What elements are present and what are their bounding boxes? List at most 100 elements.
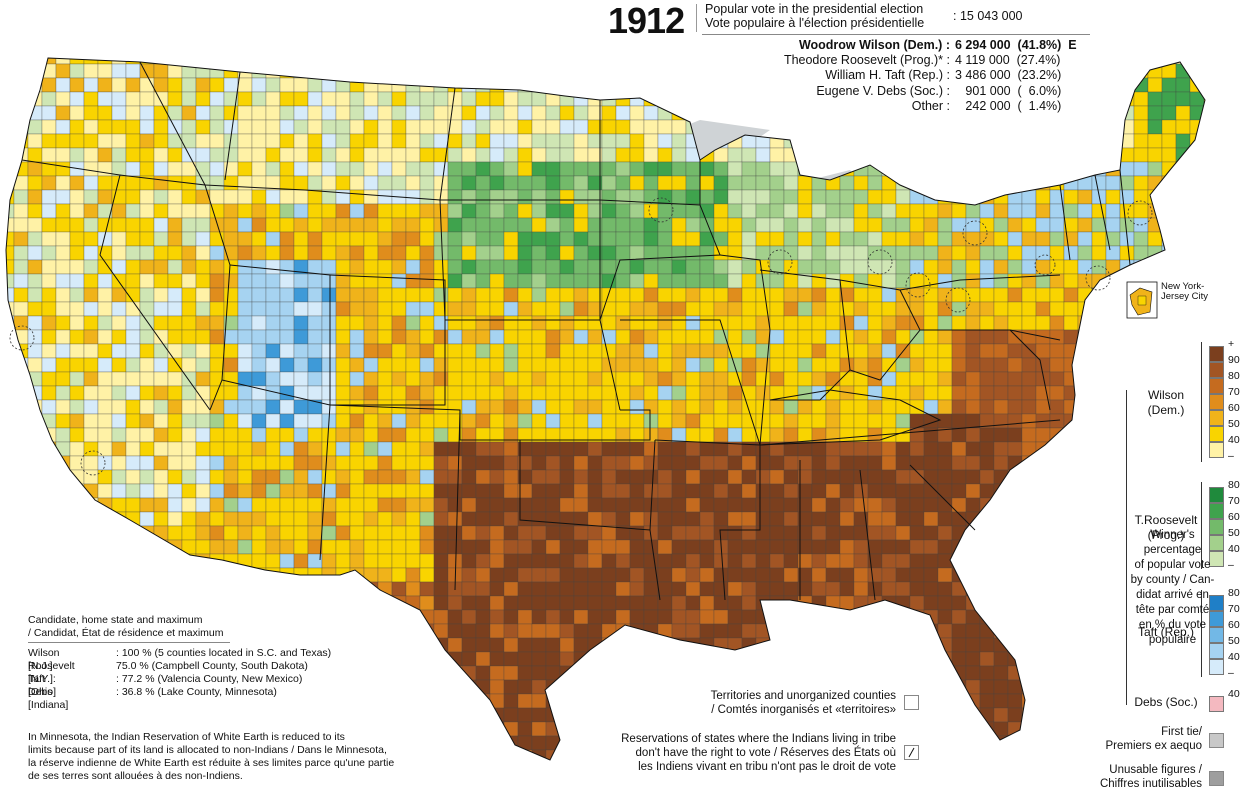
legend-label-wilson: Wilson (Dem.) [1128,388,1204,418]
candidate-vote: 6 294 000 (41.8%) E [955,38,1077,52]
legend-label-taft: Taft (Rep.) [1128,625,1204,640]
unusable-line: Unusable figures / [1109,764,1202,776]
unusable-swatch [1209,771,1224,786]
footnote-line: la réserve indienne de White Earth est r… [28,757,395,769]
legend-swatch-wilson [1209,426,1224,442]
popular-vote-en: Popular vote in the presidential electio… [705,2,924,16]
winner-note: Winner's percentage of popular vote by coun… [1125,528,1220,648]
winner-note-line: tête par comté [1135,604,1210,616]
legend-swatch-roosevelt [1209,519,1224,535]
legend-swatch-roosevelt [1209,551,1224,567]
legend-swatch-roosevelt [1209,535,1224,551]
candidate-vote: 901 000 ( 6.0%) [955,83,1062,98]
legend-label-roosevelt: T.Roosevelt (Prog.) [1128,513,1204,543]
territories-line: Territories and unorganized counties [710,690,896,702]
legend-tick-roosevelt: 70 [1228,495,1240,507]
legend-tick-wilson: 70 [1228,386,1240,398]
legend-label-line: (Prog.) [1147,528,1185,542]
popular-vote-fr: Vote populaire à l'élection présidentiel… [705,16,925,30]
legend-tick-debs: 40 [1228,688,1240,700]
legend-label-line: Debs (Soc.) [1134,695,1198,709]
legend-brace [1201,482,1202,569]
result-row: Theodore Roosevelt (Prog.)* : 4 119 000 (… [700,53,1090,68]
footnote-line: limits because part of its land is alloc… [28,744,387,756]
maxima-value: : 36.8 % (Lake County, Minnesota) [116,686,277,698]
result-row: William H. Taft (Rep.) : 3 486 000 (23.2%… [700,68,1090,83]
legend-swatch-wilson [1209,394,1224,410]
maxima-value: : 100 % (5 counties located in S.C. and … [116,647,332,659]
reservations-label: Reservations of states where the Indians… [570,732,896,774]
legend-tick-roosevelt: 50 [1228,527,1240,539]
legend-swatch-wilson [1209,346,1224,362]
reservations-line: don't have the right to vote / Réserves … [635,747,896,759]
candidate-vote: 242 000 ( 1.4%) [955,98,1062,113]
first-tie-swatch [1209,733,1224,748]
legend-tick-roosevelt: 60 [1228,511,1240,523]
legend-brace [1201,590,1202,677]
inset-ny-jersey [1126,281,1158,319]
legend-swatch-taft [1209,595,1224,611]
legend-swatch-wilson [1209,378,1224,394]
candidate-vote: 3 486 000 (23.2%) [955,68,1062,83]
inset-label-line1: New York- [1161,281,1205,292]
legend-swatch-taft [1209,627,1224,643]
reservations-line: Reservations of states where the Indians… [621,733,896,745]
territories-swatch [904,695,919,710]
legend-label-line: (Dem.) [1147,403,1185,417]
footnote: In Minnesota, the Indian Reservation of … [28,731,394,783]
maxima-candidate: Debs [Indiana] [28,686,69,711]
candidate-vote: 4 119 000 (27.4%) [955,53,1061,68]
candidate-name: Woodrow Wilson (Dem.) : [798,38,950,52]
legend-tick-taft: 70 [1228,603,1240,615]
legend-swatch-wilson [1209,442,1224,458]
legend-tick-wilson: 80 [1228,370,1240,382]
legend-label-line: T.Roosevelt [1134,513,1198,527]
popular-vote-total: : 15 043 000 [953,9,1023,23]
result-row: Woodrow Wilson (Dem.) : 6 294 000 (41.8%)… [700,38,1090,53]
reservations-line: les Indiens vivant en tribu n'ont pas le… [638,761,896,773]
first-tie-line: Premiers ex aequo [1105,740,1202,752]
legend-label-debs: Debs (Soc.) [1128,695,1204,710]
winner-note-line: Winner's [1150,529,1195,541]
legend-tick-wilson: + [1228,338,1235,350]
maxima-value: : 77.2 % (Valencia County, New Mexico) [116,673,303,685]
legend-tick-wilson: 90 [1228,354,1240,366]
popular-vote-label: Popular vote in the presidential electio… [705,2,924,30]
legend-tick-roosevelt: – [1228,559,1234,571]
legend-tick-wilson: 60 [1228,402,1240,414]
territories-label: Territories and unorganized counties / Co… [600,689,896,717]
legend-tick-taft: 40 [1228,651,1240,663]
legend-swatch-debs [1209,696,1224,712]
maxima-candidate: Taft [Ohio] [28,673,57,698]
title-divider [696,4,697,32]
legend-tick-taft: 60 [1228,619,1240,631]
unusable-label: Unusable figures / Chiffres inutilisables [1040,763,1202,791]
legend-tick-wilson: 40 [1228,434,1240,446]
result-row: Eugene V. Debs (Soc.) : 901 000 ( 6.0%) [700,84,1090,99]
legend-tick-roosevelt: 40 [1228,543,1240,555]
legend-connector [1126,390,1127,705]
inset-label-line2: Jersey City [1161,291,1208,302]
maxima-heading: Candidate, home state and maximum / Cand… [28,614,224,640]
city-markers [9,197,1153,476]
winner-note-line: percentage [1143,544,1202,556]
winner-note-line: populaire [1148,634,1197,646]
legend-tick-wilson: – [1228,450,1234,462]
first-tie-line: First tie/ [1161,726,1202,738]
state-borders [5,57,1206,761]
result-row: Other : 242 000 ( 1.4%) [700,99,1090,114]
election-year: 1912 [608,0,685,41]
footnote-line: de ses terres sont allouées à des non-In… [28,770,243,782]
first-tie-label: First tie/Premiers ex aequo [1060,725,1202,753]
legend-tick-taft: – [1228,667,1234,679]
maxima-heading-1: Candidate, home state and maximum [28,614,203,626]
winner-note-line: en % du vote [1138,619,1207,631]
legend-label-line: Wilson [1147,388,1184,402]
candidate-name: William H. Taft (Rep.) : [825,68,950,83]
legend-tick-wilson: 50 [1228,418,1240,430]
header-rule [702,34,1090,35]
maxima-value: 75.0 % (Campbell County, South Dakota) [116,660,308,672]
inset-label: New York- Jersey City [1161,282,1208,302]
winner-note-line: didat arrivé en [1136,589,1209,601]
